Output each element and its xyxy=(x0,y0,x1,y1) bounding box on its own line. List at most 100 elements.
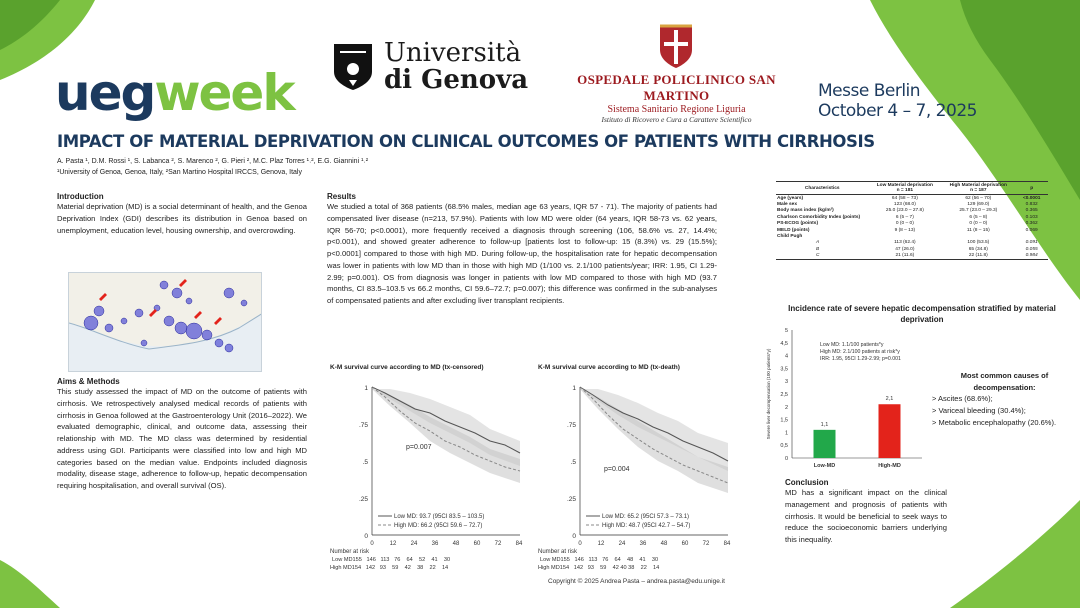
bar-category-label: High-MD xyxy=(878,463,901,469)
km-death-title: K-M survival curve according to MD (tx-d… xyxy=(538,364,680,371)
bar-ytick: 3 xyxy=(785,379,788,385)
km-death-xtick: 84 xyxy=(724,541,731,547)
cause-item: > Metabolic encephalopathy (20.6%). xyxy=(932,417,1057,427)
bar-value-label: 1,1 xyxy=(821,422,829,428)
table-header-p: p xyxy=(1030,185,1034,191)
table-row: PS-ECOG (points) 0 (0 – 0) 0 (0 – 0) 0.362 xyxy=(776,221,1048,227)
poster-title: IMPACT OF MATERIAL DEPRIVATION ON CLINIC… xyxy=(57,132,875,151)
conclusion-text: MD has a significant impact on the clini… xyxy=(785,488,947,545)
km-censored-legend-low: Low MD: 93.7 (95CI 83.5 – 103.5) xyxy=(394,514,484,520)
km-death-ytick: 0 xyxy=(572,533,576,540)
logo-week-text: week xyxy=(154,64,295,122)
km-death-xtick: 48 xyxy=(661,541,668,547)
bar-annotation-line: High MD: 2.1/100 patients at risk*y xyxy=(820,349,900,355)
bar-ytick: 1,5 xyxy=(780,418,788,424)
table-cell-label: MELD (points) xyxy=(777,227,810,233)
km-death-plot: 1 .75 .5 .25 0 0 12 24 36 48 60 72 84 p=… xyxy=(538,385,731,571)
km-death-xtick: 60 xyxy=(682,541,689,547)
table-cell-p: 0.091 xyxy=(1025,240,1038,246)
km-censored-xtick: 0 xyxy=(370,541,374,547)
bar-ytick: 0,5 xyxy=(780,443,788,449)
km-censored-ytick: .5 xyxy=(363,459,369,466)
logo-ueg-text: ueg xyxy=(55,64,156,122)
cause-item: > Variceal bleeding (30.4%); xyxy=(932,405,1026,415)
decorative-leaf-bottom-left xyxy=(0,560,60,608)
table-n-high: n = 187 xyxy=(970,188,987,193)
genoa-deprivation-map xyxy=(68,272,262,372)
table-cell-high: 11 (8 – 15) xyxy=(966,227,990,233)
km-censored-xtick: 48 xyxy=(453,541,460,547)
decompensation-causes: Most common causes of decompensation: > … xyxy=(932,370,1077,428)
table-cell-p: 0.365 xyxy=(1025,208,1038,214)
table-row: Charlson Comorbidity Index (points) 6 (5 … xyxy=(776,214,1048,220)
hospital-sub1: Sistema Sanitario Regione Liguria xyxy=(607,104,746,115)
km-censored-ytick: 0 xyxy=(364,533,368,540)
km-censored-ytick: 1 xyxy=(364,385,368,392)
characteristics-table: Characteristics Low Material deprivation… xyxy=(776,181,1048,260)
venue-dates: October 4 – 7, 2025 xyxy=(818,100,977,121)
km-censored-plot: 1 .75 .5 .25 0 0 12 24 36 48 60 72 84 p=… xyxy=(330,385,523,571)
km-censored-ytick: .75 xyxy=(359,422,368,429)
table-cell-high: 22 (11.8) xyxy=(941,252,1016,260)
km-censored-xtick: 84 xyxy=(516,541,523,547)
table-header-low: Low Material deprivation n = 181 xyxy=(876,183,933,193)
table-row: Child Pugh xyxy=(776,233,1048,239)
table-cell-p: 0.069 xyxy=(1025,227,1038,233)
bar-ytick: 5 xyxy=(785,328,788,334)
table-row: Male sex 123 (68.0) 129 (69.0) 0.832 xyxy=(776,201,1048,207)
bar-ytick: 3,5 xyxy=(780,366,788,372)
table-cell-low: 113 (62.4) xyxy=(894,240,916,246)
km-death-ytick: .25 xyxy=(567,496,576,503)
table-cell-high: 62 (56 – 70) xyxy=(965,195,992,201)
table-cell-label: C xyxy=(776,252,869,260)
bar-annotation-line: IRR: 1.95, 95CI 1.29-2.99; p=0.001 xyxy=(820,356,901,362)
table-cell-p: 0.832 xyxy=(1025,202,1038,208)
km-censored-title: K-M survival curve according to MD (tx-c… xyxy=(330,364,484,371)
table-cell-p: <0.0001 xyxy=(1022,195,1041,201)
table-cell-low: 64 (58 – 73) xyxy=(891,195,918,201)
km-censored-xtick: 36 xyxy=(432,541,439,547)
table-cell-low: 25.0 (23.0 – 27.8) xyxy=(885,208,924,214)
table-cell-high: 100 (53.5) xyxy=(967,240,990,246)
km-death-pvalue: p=0.004 xyxy=(604,466,630,473)
table-row: B 47 (26.0) 65 (34.8) 0.055 xyxy=(776,246,1048,252)
km-death-risk-label: Number at risk xyxy=(538,549,578,555)
table-cell-low: 6 (5 – 7) xyxy=(895,214,914,220)
hospital-logo: OSPEDALE POLICLINICO SAN MARTINO Sistema… xyxy=(574,22,779,124)
table-cell-p: 0.055 xyxy=(1025,246,1038,252)
table-cell-label: Age (years) xyxy=(777,195,804,201)
bar-ytick: 4 xyxy=(785,354,788,360)
km-censored-risk-low: Low MD155 146 113 76 64 52 41 30 xyxy=(332,557,450,563)
venue-info: Messe Berlin October 4 – 7, 2025 xyxy=(818,81,977,121)
bar-ylabel: Severe liver decompensation (100 patient… xyxy=(766,348,771,439)
km-censored-xtick: 24 xyxy=(411,541,418,547)
hospital-crest-icon xyxy=(660,24,692,68)
km-chart-tx-death: K-M survival curve according to MD (tx-d… xyxy=(538,364,738,574)
table-cell-label: B xyxy=(816,246,820,252)
table-cell-label: PS-ECOG (points) xyxy=(777,221,819,227)
introduction-section: Introduction Material deprivation (MD) i… xyxy=(57,192,307,236)
results-text: We studied a total of 368 patients (68.5… xyxy=(327,202,717,306)
table-cell-high: 6 (5 – 8) xyxy=(969,214,988,220)
km-death-risk-high: High MD154 142 93 59 42 40 38 22 14 xyxy=(538,565,659,571)
aims-methods-section: Aims & Methods This study assessed the i… xyxy=(57,377,307,492)
table-row: Age (years) 64 (58 – 73) 62 (56 – 70) <0.00… xyxy=(776,195,1048,202)
km-censored-xtick: 72 xyxy=(495,541,502,547)
km-censored-legend-high: High MD: 66.2 (95CI 59.6 – 72.7) xyxy=(394,523,482,529)
table-row: C 21 (11.6) 22 (11.8) 0.984 xyxy=(776,252,1048,260)
km-censored-risk-high: High MD154 142 93 59 42 38 22 14 xyxy=(330,565,448,571)
decorative-leaf-bottom-right xyxy=(950,500,1080,608)
table-cell-low: 9 (8 – 13) xyxy=(894,227,916,233)
table-cell-high: 129 (69.0) xyxy=(967,202,990,208)
km-death-ytick: .5 xyxy=(571,459,577,466)
bar-ytick: 4,5 xyxy=(780,341,788,347)
table-cell-label: Body mass index (kg/m²) xyxy=(777,208,834,214)
affiliations: ¹University of Genoa, Genoa, Italy, ²San… xyxy=(57,169,302,176)
table-cell-p: 0.984 xyxy=(1015,252,1048,260)
results-heading: Results xyxy=(327,192,356,201)
cause-item: > Ascites (68.6%); xyxy=(932,394,993,404)
bar-category-label: Low-MD xyxy=(814,463,835,469)
table-row: Body mass index (kg/m²) 25.0 (23.0 – 27.8… xyxy=(776,208,1048,214)
bar-chart-title: Incidence rate of severe hepatic decompe… xyxy=(788,304,1056,325)
table-cell-label: Child Pugh xyxy=(777,233,803,239)
